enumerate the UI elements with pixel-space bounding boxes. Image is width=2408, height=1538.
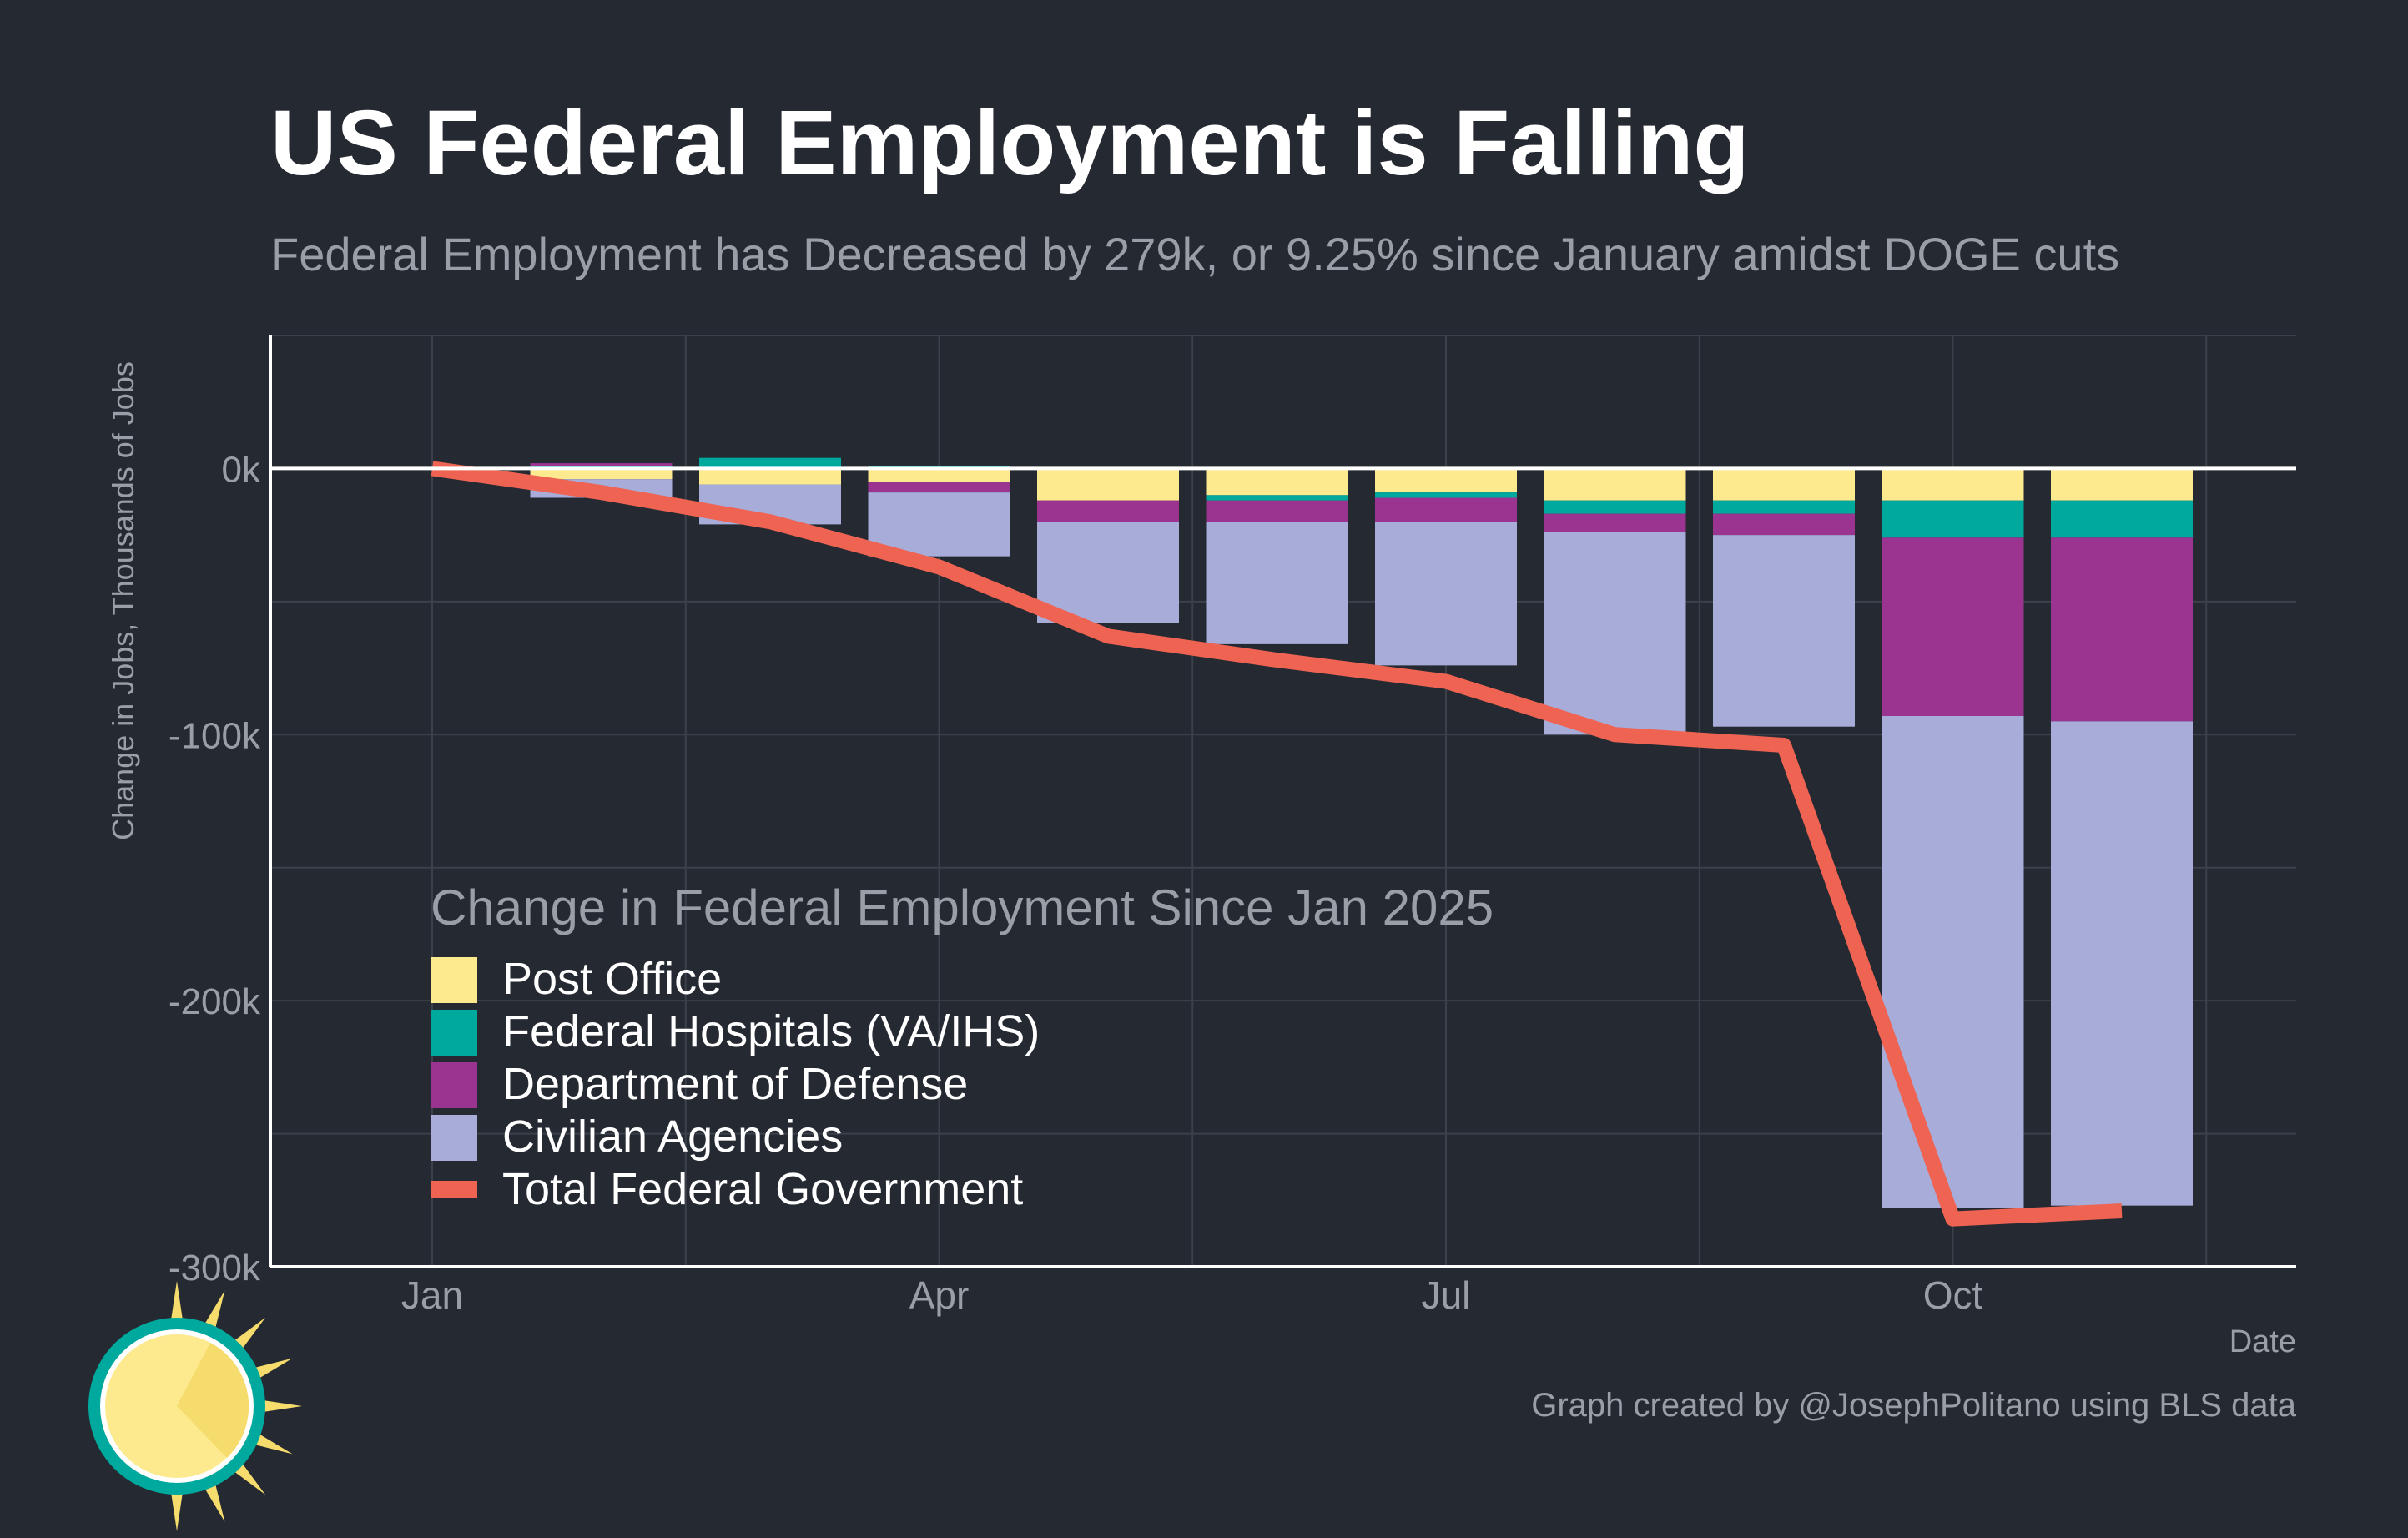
legend-label: Civilian Agencies [502, 1112, 843, 1162]
bar-civilian-agencies [868, 492, 1010, 557]
x-tick-label: Jan [401, 1273, 463, 1317]
sun-shade [177, 1343, 249, 1458]
bar-civilian-agencies [1375, 522, 1517, 666]
bar-department-of-defense [2051, 537, 2193, 722]
legend-label: Total Federal Government [502, 1164, 1023, 1214]
bar-post-office [1206, 468, 1348, 496]
bar-department-of-defense [530, 463, 673, 466]
legend-swatch [431, 1062, 477, 1108]
bar-department-of-defense [1375, 497, 1517, 522]
legend-label: Federal Hospitals (VA/IHS) [502, 1006, 1040, 1056]
x-tick-label: Apr [909, 1273, 970, 1317]
bar-federal-hospitals [1713, 500, 1855, 514]
chart-title: US Federal Employment is Falling [270, 92, 1750, 194]
x-tick-label: Oct [1923, 1273, 1983, 1317]
bar-federal-hospitals [1375, 492, 1517, 498]
bar-department-of-defense [1544, 513, 1686, 532]
bar-civilian-agencies [1206, 522, 1348, 644]
bar-post-office [1375, 468, 1517, 493]
y-tick-label: -200k [169, 981, 261, 1022]
bar-civilian-agencies [1037, 522, 1179, 623]
axes: 0k -100k -200k -300k Jan Apr Jul Oct Change in J… [106, 335, 2296, 1359]
bar-post-office [868, 468, 1010, 482]
legend-swatch [431, 957, 477, 1003]
bar-post-office [1882, 468, 2024, 501]
source-credit: Graph created by @JosephPolitano using B… [1531, 1387, 2296, 1424]
bar-civilian-agencies [2051, 721, 2193, 1206]
bar-post-office [1037, 468, 1179, 501]
bar-department-of-defense [1037, 500, 1179, 522]
sun-logo-icon [88, 1281, 302, 1531]
bar-federal-hospitals [699, 457, 841, 469]
x-axis-label: Date [2229, 1324, 2296, 1359]
legend-label: Department of Defense [502, 1059, 968, 1109]
total-line-series [431, 461, 2123, 1227]
bar-federal-hospitals [2051, 500, 2193, 538]
legend-title: Change in Federal Employment Since Jan 2… [431, 880, 1494, 935]
bar-civilian-agencies [1544, 532, 1686, 735]
bar-post-office [699, 468, 841, 485]
bar-department-of-defense [1206, 500, 1348, 522]
bar-department-of-defense [868, 482, 1010, 493]
bar-federal-hospitals [1882, 500, 2024, 538]
chart-subtitle: Federal Employment has Decreased by 279k… [270, 228, 2120, 280]
bar-federal-hospitals [1544, 500, 1686, 514]
bar-post-office [1544, 468, 1686, 501]
legend-swatch [431, 1115, 477, 1161]
bar-post-office [2051, 468, 2193, 501]
y-axis-label: Change in Jobs, Thousands of Jobs [106, 361, 140, 840]
bar-post-office [1713, 468, 1855, 501]
bar-department-of-defense [1882, 537, 2024, 716]
bar-civilian-agencies [1882, 715, 2024, 1208]
legend-swatch [431, 1010, 477, 1056]
bar-department-of-defense [1713, 513, 1855, 536]
bar-series [530, 457, 2193, 1208]
y-tick-label: -300k [169, 1248, 261, 1288]
x-tick-label: Jul [1422, 1273, 1471, 1317]
y-tick-label: -100k [169, 715, 261, 756]
bar-post-office [530, 468, 673, 480]
total-federal-government-line [431, 461, 2123, 1227]
legend-label: Post Office [502, 954, 722, 1004]
bar-civilian-agencies [1713, 535, 1855, 727]
bar-federal-hospitals [1206, 495, 1348, 501]
legend-swatch-line [431, 1181, 477, 1198]
y-tick-label: 0k [222, 449, 261, 490]
legend: Change in Federal Employment Since Jan 2… [431, 880, 1494, 1214]
